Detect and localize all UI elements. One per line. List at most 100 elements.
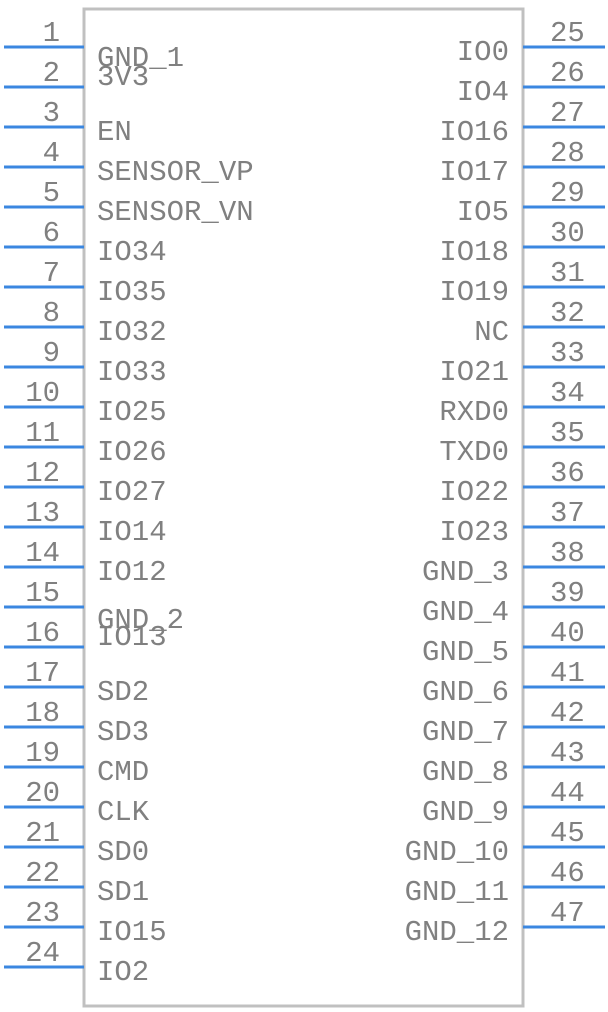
pin-number: 36 [550, 457, 585, 490]
pin-41: 41 GND_6 [422, 657, 605, 709]
pin-number: 43 [550, 737, 585, 770]
pin-number: 3 [43, 97, 60, 130]
pin-name: GND_12 [405, 916, 509, 949]
pin-8: 8 IO32 [4, 297, 167, 349]
pin-number: 9 [43, 337, 60, 370]
pin-46: 46 GND_11 [405, 857, 605, 909]
pin-name: CLK [97, 796, 150, 829]
pin-name: IO19 [439, 276, 509, 309]
pin-38: 38 GND_3 [422, 537, 605, 589]
pin-number: 2 [43, 57, 60, 90]
pin-name: SENSOR_VN [97, 196, 254, 229]
pin-number: 22 [25, 857, 60, 890]
pin-name: NC [474, 316, 509, 349]
pin-27: 27 IO16 [439, 97, 605, 149]
pin-47: 47 GND_12 [405, 897, 605, 949]
pin-number: 21 [25, 817, 60, 850]
pin-name: IO5 [457, 196, 509, 229]
pin-43: 43 GND_8 [422, 737, 605, 789]
pin-name: IO32 [97, 316, 167, 349]
pin-number: 42 [550, 697, 585, 730]
pin-number: 16 [25, 617, 60, 650]
pin-name: GND_8 [422, 756, 509, 789]
pin-name: IO15 [97, 916, 167, 949]
pin-number: 35 [550, 417, 585, 450]
pin-name: SENSOR_VP [97, 156, 254, 189]
pin-name: IO23 [439, 516, 509, 549]
pin-16: 16 IO13 [4, 617, 167, 654]
pin-20: 20 CLK [4, 777, 150, 829]
pin-29: 29 IO5 [457, 177, 605, 229]
pin-32: 32 NC [474, 297, 605, 349]
pin-number: 28 [550, 137, 585, 170]
pin-17: 17 SD2 [4, 657, 149, 709]
pin-2: 2 3V3 [4, 57, 149, 94]
pin-number: 13 [25, 497, 60, 530]
pin-28: 28 IO17 [439, 137, 605, 189]
pin-name: IO0 [457, 36, 509, 69]
pin-number: 30 [550, 217, 585, 250]
left-pin-group: 1 GND_1 2 3V3 3 EN 4 SENSOR_VP 5 SENSOR_VN 6 IO34 7 I… [4, 17, 254, 989]
pin-number: 4 [43, 137, 60, 170]
pin-name: SD3 [97, 716, 149, 749]
pin-number: 1 [43, 17, 60, 50]
pin-7: 7 IO35 [4, 257, 167, 309]
pin-name: SD2 [97, 676, 149, 709]
component-body [82, 7, 525, 1008]
pin-name: GND_9 [422, 796, 509, 829]
pin-name: 3V3 [97, 61, 149, 94]
pin-45: 45 GND_10 [405, 817, 605, 869]
pin-name: IO4 [457, 76, 509, 109]
pin-number: 20 [25, 777, 60, 810]
pin-number: 24 [25, 937, 60, 970]
pin-number: 38 [550, 537, 585, 570]
pin-30: 30 IO18 [439, 217, 605, 269]
pin-number: 40 [550, 617, 585, 650]
pin-21: 21 SD0 [4, 817, 149, 869]
pin-name: GND_10 [405, 836, 509, 869]
pin-1: 1 GND_1 [4, 17, 184, 75]
pin-12: 12 IO27 [4, 457, 167, 509]
pin-11: 11 IO26 [4, 417, 167, 469]
pin-name: GND_11 [405, 876, 509, 909]
pin-number: 34 [550, 377, 585, 410]
right-pin-group: 25IO026IO427IO1628IO1729IO530IO1831IO193… [405, 17, 605, 949]
pin-name: IO17 [439, 156, 509, 189]
pin-number: 27 [550, 97, 585, 130]
pin-33: 33 IO21 [439, 337, 605, 389]
pin-name: GND_1 [97, 42, 184, 75]
pin-3: 3 EN [4, 97, 132, 149]
pin-number: 12 [25, 457, 60, 490]
pin-40: 40 GND_5 [422, 617, 605, 669]
pin-name: GND_5 [422, 636, 509, 669]
pin-number: 11 [25, 417, 60, 450]
pin-name: CMD [97, 756, 149, 789]
pin-number: 25 [550, 17, 585, 50]
pin-name: EN [97, 116, 132, 149]
pin-name: SD1 [97, 876, 149, 909]
pin-number: 44 [550, 777, 585, 810]
pin-9: 9 IO33 [4, 337, 167, 389]
pin-number: 37 [550, 497, 585, 530]
pin-number: 32 [550, 297, 585, 330]
pin-name: IO12 [97, 556, 167, 589]
pin-name: IO16 [439, 116, 509, 149]
pin-6: 6 IO34 [4, 217, 167, 269]
pin-42: 42 GND_7 [422, 697, 605, 749]
pin-name: GND_4 [422, 596, 509, 629]
pin-22: 22 SD1 [4, 857, 149, 909]
pin-name: IO18 [439, 236, 509, 269]
pin-14: 14 IO12 [4, 537, 167, 589]
pin-number: 6 [43, 217, 60, 250]
pin-number: 26 [550, 57, 585, 90]
pin-number: 23 [25, 897, 60, 930]
pin-23: 23 IO15 [4, 897, 167, 949]
pin-number: 8 [43, 297, 60, 330]
pin-number: 15 [25, 577, 60, 610]
pin-34: 34 RXD0 [439, 377, 605, 429]
pin-name: GND_3 [422, 556, 509, 589]
pin-name: IO2 [97, 956, 149, 989]
pin-number: 46 [550, 857, 585, 890]
pin-name: IO34 [97, 236, 167, 269]
